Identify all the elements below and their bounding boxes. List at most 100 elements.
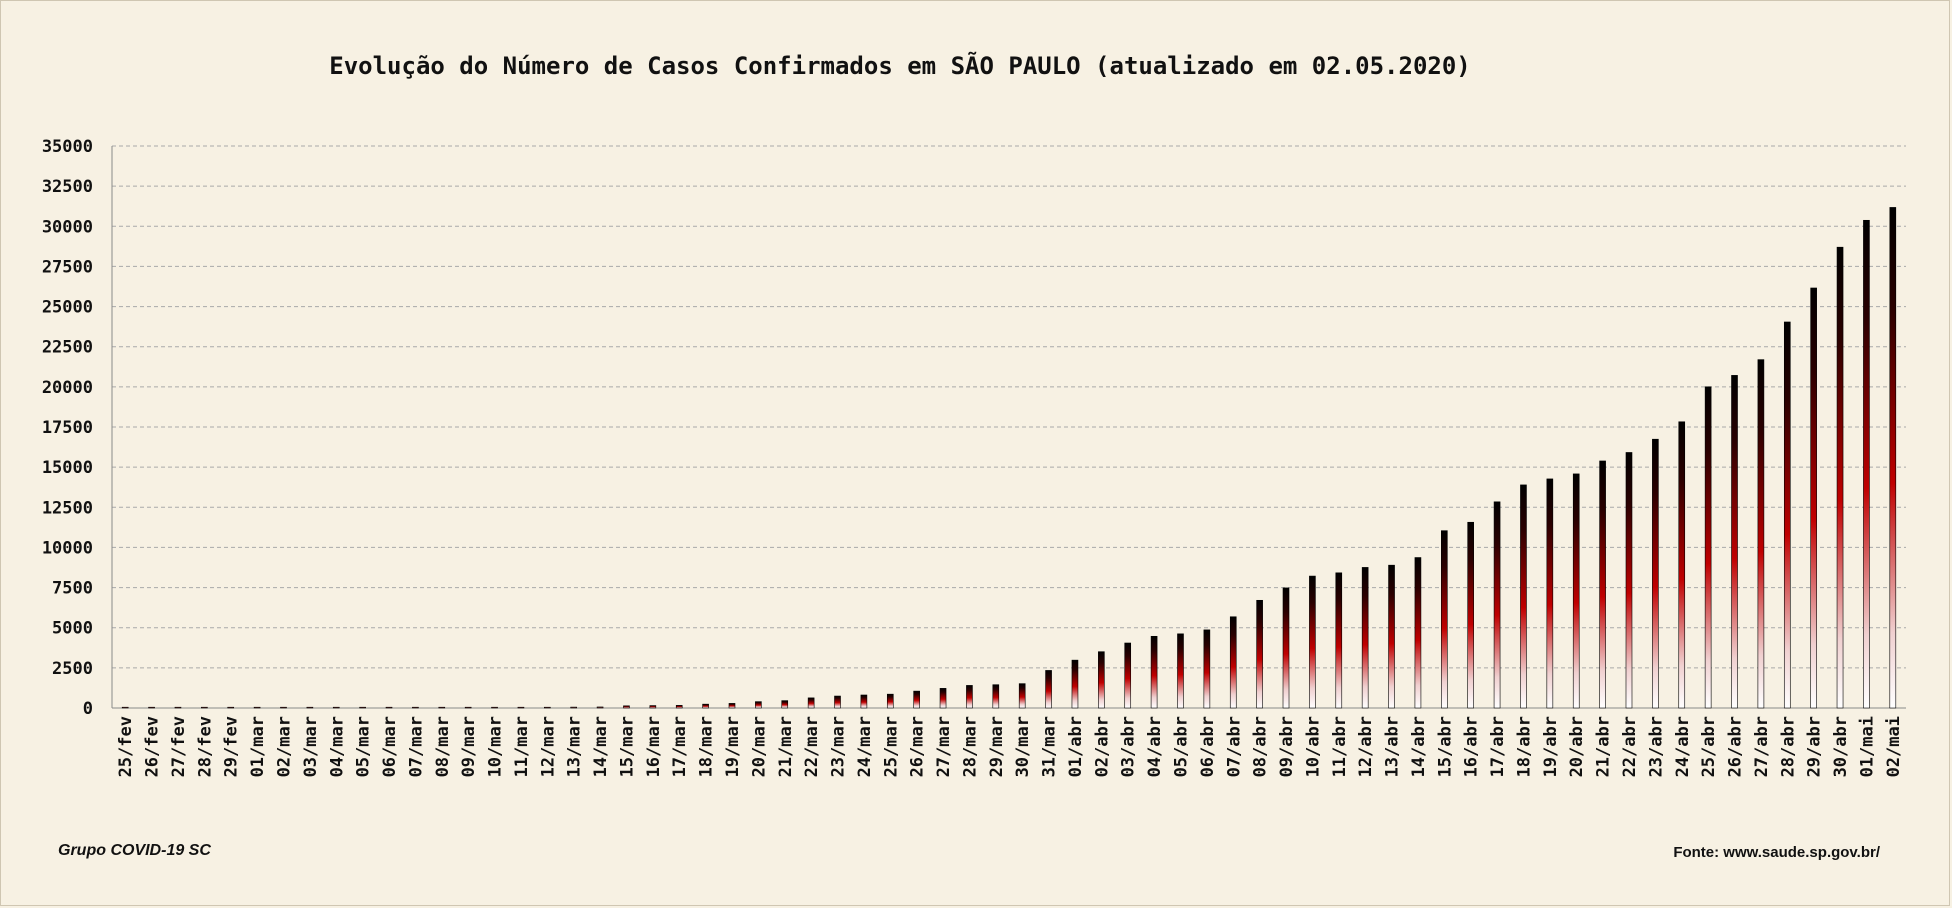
y-tick-label: 0 xyxy=(83,699,93,719)
bar-21-abr xyxy=(1599,460,1606,709)
x-tick-label: 17/mar xyxy=(670,716,690,777)
x-tick-label: 01/abr xyxy=(1066,716,1086,777)
bar-23-abr xyxy=(1652,438,1659,709)
axes xyxy=(111,146,1906,709)
x-tick-label: 27/abr xyxy=(1752,716,1772,777)
x-tick-label: 19/mar xyxy=(723,716,743,777)
bar-01-mar xyxy=(253,706,261,709)
bar-17-mar xyxy=(675,705,683,709)
bar-02-abr xyxy=(1098,651,1105,709)
x-tick-label: 11/abr xyxy=(1330,716,1350,777)
x-tick-label: 16/abr xyxy=(1462,716,1482,777)
bar-23-mar xyxy=(834,695,841,709)
y-tick-label: 10000 xyxy=(42,538,93,558)
bar-06-mar xyxy=(385,706,393,709)
bar-10-abr xyxy=(1309,575,1316,709)
bar-06-abr xyxy=(1203,629,1211,709)
x-tick-label: 04/abr xyxy=(1145,716,1165,777)
x-tick-label: 15/abr xyxy=(1435,716,1455,777)
x-tick-label: 09/mar xyxy=(459,716,479,777)
y-tick-label: 2500 xyxy=(52,659,93,679)
bar-30-abr xyxy=(1836,246,1844,709)
x-tick-label: 29/mar xyxy=(987,716,1007,777)
y-tick-label: 17500 xyxy=(42,418,93,438)
bar-20-abr xyxy=(1572,473,1580,709)
x-tick-label: 08/mar xyxy=(433,716,453,777)
bar-02-mai xyxy=(1889,207,1897,709)
bar-26-mar xyxy=(913,690,920,709)
x-tick-label: 12/mar xyxy=(538,716,558,777)
y-tick-label: 35000 xyxy=(42,137,93,157)
x-tick-label: 04/mar xyxy=(327,716,347,777)
x-tick-label: 08/abr xyxy=(1251,716,1271,777)
bar-16-mar xyxy=(649,705,657,709)
bar-14-abr xyxy=(1414,557,1422,709)
bar-10-mar xyxy=(491,706,498,709)
bar-28-mar xyxy=(966,685,973,709)
x-tick-label: 12/abr xyxy=(1356,716,1376,777)
x-tick-label: 21/abr xyxy=(1594,716,1614,777)
x-tick-label: 07/abr xyxy=(1224,716,1244,777)
x-tick-label: 27/fev xyxy=(169,716,189,777)
bar-05-mar xyxy=(359,706,366,709)
x-tick-label: 10/mar xyxy=(486,716,506,777)
x-tick-label: 30/abr xyxy=(1831,716,1851,777)
x-tick-label: 17/abr xyxy=(1488,716,1508,777)
bar-08-abr xyxy=(1256,599,1263,709)
bar-17-abr xyxy=(1493,501,1501,709)
bar-19-abr xyxy=(1546,478,1554,709)
y-tick-label: 27500 xyxy=(42,257,93,277)
bar-12-abr xyxy=(1361,567,1369,709)
x-tick-label: 10/abr xyxy=(1303,716,1323,777)
bar-20-mar xyxy=(755,701,762,709)
bar-04-mar xyxy=(332,706,340,709)
bar-03-abr xyxy=(1124,642,1132,709)
bar-13-abr xyxy=(1388,564,1395,709)
x-tick-label: 26/abr xyxy=(1726,716,1746,777)
x-tick-label: 28/mar xyxy=(960,716,980,777)
x-tick-label: 09/abr xyxy=(1277,716,1297,777)
y-tick-label: 25000 xyxy=(42,298,93,318)
x-tick-label: 14/abr xyxy=(1409,716,1429,777)
x-tick-label: 25/fev xyxy=(116,716,136,777)
bar-13-mar xyxy=(570,706,577,709)
bar-12-mar xyxy=(544,706,551,709)
x-tick-label: 24/mar xyxy=(855,716,875,777)
x-tick-label: 03/abr xyxy=(1119,716,1139,777)
bar-05-abr xyxy=(1177,633,1184,709)
x-tick-label: 24/abr xyxy=(1673,716,1693,777)
bar-25-abr xyxy=(1704,386,1712,709)
y-tick-label: 20000 xyxy=(42,378,93,398)
x-tick-label: 29/abr xyxy=(1805,716,1825,777)
x-tick-label: 02/mai xyxy=(1884,716,1904,777)
x-tick-label: 02/abr xyxy=(1092,716,1112,777)
bar-01-mai xyxy=(1863,219,1870,709)
grid-lines xyxy=(112,145,1906,669)
bar-11-mar xyxy=(517,706,525,709)
bar-26-fev xyxy=(148,706,155,709)
bar-27-abr xyxy=(1757,359,1765,709)
bar-15-mar xyxy=(623,705,630,709)
footer-source: Fonte: www.saude.sp.gov.br/ xyxy=(1673,844,1880,861)
x-tick-label: 26/mar xyxy=(908,716,928,777)
x-tick-label: 26/fev xyxy=(143,716,163,777)
bar-09-mar xyxy=(464,706,472,709)
x-tick-label: 18/abr xyxy=(1514,716,1534,777)
x-tick-label: 29/fev xyxy=(222,716,242,777)
x-tick-label: 07/mar xyxy=(406,716,426,777)
x-tick-label: 15/mar xyxy=(617,716,637,777)
y-tick-label: 5000 xyxy=(52,619,93,639)
bar-30-mar xyxy=(1018,683,1026,709)
y-tick-label: 12500 xyxy=(42,498,93,518)
footer-credit: Grupo COVID-19 SC xyxy=(58,842,211,859)
x-tick-label: 18/mar xyxy=(697,716,717,777)
x-tick-labels: 25/fev 26/fev 27/fev 28/fev 29/fev 01/mar 02/m… xyxy=(116,716,1904,777)
bar-29-abr xyxy=(1810,287,1817,709)
x-tick-label: 14/mar xyxy=(591,716,611,777)
y-tick-label: 32500 xyxy=(42,177,93,197)
bar-25-mar xyxy=(886,693,894,709)
x-tick-label: 11/mar xyxy=(512,716,532,777)
bars xyxy=(121,207,1897,709)
